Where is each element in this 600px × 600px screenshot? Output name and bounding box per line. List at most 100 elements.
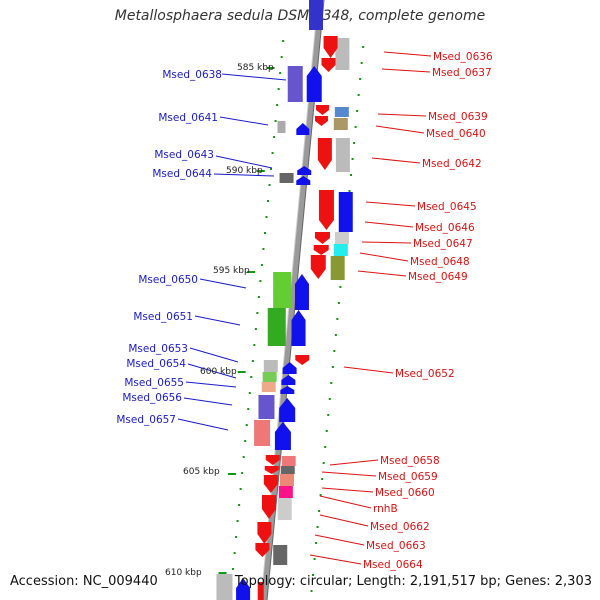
guide-dot bbox=[331, 366, 334, 368]
gene-label-msed-0640[interactable]: Msed_0640 bbox=[426, 128, 486, 140]
leader-line bbox=[364, 221, 414, 228]
gene-arrow bbox=[255, 543, 270, 557]
gene-label-msed-0636[interactable]: Msed_0636 bbox=[433, 51, 493, 63]
gene-arrow bbox=[236, 578, 251, 600]
page-title: Metallosphaera sedula DSM 5348, complete… bbox=[114, 8, 486, 24]
gene-block bbox=[335, 138, 350, 172]
leader-line bbox=[375, 125, 425, 134]
leader-line bbox=[321, 487, 374, 493]
gene-label-msed-0641[interactable]: Msed_0641 bbox=[158, 112, 218, 124]
gene-block bbox=[267, 308, 286, 346]
guide-dot bbox=[318, 510, 321, 512]
gene-label-msed-0645[interactable]: Msed_0645 bbox=[417, 201, 477, 213]
guide-dot bbox=[236, 520, 239, 522]
gene-label-msed-0653[interactable]: Msed_0653 bbox=[128, 343, 188, 355]
guide-dot bbox=[270, 168, 273, 170]
guide-dot bbox=[350, 174, 353, 176]
gene-label-msed-0658[interactable]: Msed_0658 bbox=[380, 455, 440, 467]
guide-dot bbox=[310, 590, 313, 592]
gene-label-msed-0663[interactable]: Msed_0663 bbox=[366, 540, 426, 552]
gene-arrow bbox=[282, 362, 297, 374]
guide-dot bbox=[354, 126, 357, 128]
leader-line bbox=[219, 116, 269, 126]
guide-dot bbox=[334, 334, 337, 336]
gene-arrow bbox=[296, 123, 310, 135]
gene-arrow bbox=[291, 310, 306, 346]
leader-line bbox=[377, 113, 427, 117]
guide-dot bbox=[362, 46, 365, 48]
guide-dot bbox=[247, 408, 250, 410]
guide-dot bbox=[330, 382, 333, 384]
gene-label-msed-0657[interactable]: Msed_0657 bbox=[116, 414, 176, 426]
gene-block bbox=[334, 107, 349, 117]
gene-arrow bbox=[318, 190, 334, 230]
gene-block bbox=[333, 118, 348, 130]
genome-info-text: Topology: circular; Length: 2,191,517 bp… bbox=[234, 574, 592, 589]
gene-label-msed-0652[interactable]: Msed_0652 bbox=[395, 368, 455, 380]
gene-label-msed-0644[interactable]: Msed_0644 bbox=[152, 168, 212, 180]
gene-block bbox=[258, 395, 275, 419]
leader-line bbox=[177, 418, 229, 431]
guide-dot bbox=[325, 430, 328, 432]
gene-label-msed-0662[interactable]: Msed_0662 bbox=[370, 521, 430, 533]
gene-label-msed-0655[interactable]: Msed_0655 bbox=[124, 377, 184, 389]
gene-label-msed-0659[interactable]: Msed_0659 bbox=[378, 471, 438, 483]
leader-line bbox=[189, 347, 239, 363]
guide-dot bbox=[242, 456, 245, 458]
gene-arrow bbox=[314, 232, 330, 244]
guide-dot bbox=[273, 136, 276, 138]
accession-text: Accession: NC_009440 bbox=[10, 574, 158, 589]
gene-label-msed-0650[interactable]: Msed_0650 bbox=[138, 274, 198, 286]
leader-line bbox=[383, 51, 432, 57]
scale-label-610: 610 kbp bbox=[165, 568, 202, 578]
gene-label-msed-0646[interactable]: Msed_0646 bbox=[415, 222, 475, 234]
guide-dot bbox=[322, 462, 325, 464]
gene-label-msed-0642[interactable]: Msed_0642 bbox=[422, 158, 482, 170]
gene-label-rnhb[interactable]: rnhB bbox=[373, 503, 398, 515]
guide-dot bbox=[327, 414, 330, 416]
leader-line bbox=[199, 278, 247, 289]
scale-ticks bbox=[218, 67, 275, 574]
gene-label-msed-0648[interactable]: Msed_0648 bbox=[410, 256, 470, 268]
guide-dot bbox=[254, 328, 257, 330]
gene-block bbox=[262, 372, 277, 382]
guide-dot bbox=[257, 296, 260, 298]
gene-label-msed-0656[interactable]: Msed_0656 bbox=[122, 392, 182, 404]
leader-line bbox=[361, 241, 412, 244]
gene-arrow bbox=[265, 455, 280, 465]
guide-dot bbox=[359, 78, 362, 80]
gene-block bbox=[309, 0, 323, 30]
gene-arrow bbox=[261, 495, 276, 519]
gene-block bbox=[333, 244, 348, 256]
guide-dot bbox=[360, 62, 363, 64]
guide-dot bbox=[339, 286, 342, 288]
gene-label-msed-0639[interactable]: Msed_0639 bbox=[428, 111, 488, 123]
scale-label-600: 600 kbp bbox=[200, 367, 237, 377]
guide-dot bbox=[348, 190, 351, 192]
gene-block bbox=[254, 420, 271, 446]
leader-line bbox=[183, 397, 233, 406]
gene-label-msed-0638[interactable]: Msed_0638 bbox=[162, 69, 222, 81]
gene-label-msed-0664[interactable]: Msed_0664 bbox=[363, 559, 423, 571]
leader-line bbox=[221, 73, 287, 81]
gene-label-msed-0643[interactable]: Msed_0643 bbox=[154, 149, 214, 161]
gene-label-msed-0651[interactable]: Msed_0651 bbox=[133, 311, 193, 323]
guide-dot bbox=[277, 88, 280, 90]
gene-label-msed-0649[interactable]: Msed_0649 bbox=[408, 271, 468, 283]
guide-dot bbox=[235, 536, 238, 538]
scale-label-595: 595 kbp bbox=[213, 266, 250, 276]
gene-block bbox=[330, 256, 345, 280]
gene-arrow bbox=[294, 274, 309, 310]
leader-line bbox=[319, 495, 372, 509]
gene-label-msed-0660[interactable]: Msed_0660 bbox=[375, 487, 435, 499]
gene-label-msed-0637[interactable]: Msed_0637 bbox=[432, 67, 492, 79]
gene-block bbox=[277, 121, 286, 133]
gene-label-msed-0654[interactable]: Msed_0654 bbox=[126, 358, 186, 370]
gene-label-msed-0647[interactable]: Msed_0647 bbox=[413, 238, 473, 250]
leader-line bbox=[194, 315, 241, 326]
guide-dot bbox=[312, 574, 315, 576]
gene-arrow bbox=[313, 245, 329, 255]
gene-arrow bbox=[295, 355, 310, 365]
leader-line bbox=[314, 534, 365, 546]
